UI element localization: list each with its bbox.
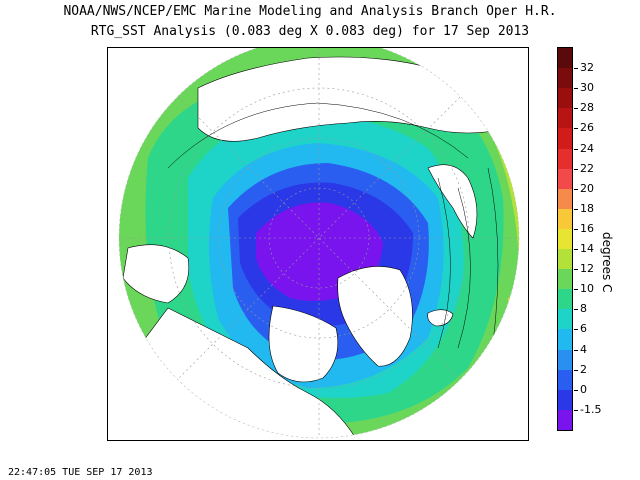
color-scale-label: 14 — [580, 242, 594, 256]
color-scale-tick — [574, 409, 578, 411]
color-scale-label: 20 — [580, 181, 594, 195]
color-swatch — [558, 208, 572, 230]
color-scale-label: 2 — [580, 362, 587, 376]
color-swatch — [558, 249, 572, 270]
color-swatch — [558, 148, 572, 170]
color-scale-label: 4 — [580, 342, 587, 356]
color-scale-tick — [574, 128, 578, 130]
color-scale-label: 10 — [580, 282, 594, 296]
color-scale-label: 26 — [580, 121, 594, 135]
color-scale-tick — [574, 168, 578, 170]
color-swatch — [558, 329, 572, 351]
sst-polar-map — [118, 48, 520, 439]
color-swatch — [558, 389, 572, 411]
scandinavia — [427, 164, 478, 239]
color-scale-label: -1.5 — [580, 402, 602, 416]
color-scale-tick — [574, 329, 578, 331]
color-swatch — [558, 269, 572, 290]
color-swatch — [558, 309, 572, 330]
color-scale-label: 32 — [580, 61, 594, 75]
color-scale-tick — [574, 188, 578, 190]
title-line-2: RTG_SST Analysis (0.083 deg X 0.083 deg)… — [90, 24, 530, 39]
color-scale-tick — [574, 349, 578, 351]
color-scale-tick — [574, 68, 578, 70]
color-swatch — [558, 369, 572, 391]
color-scale-tick — [574, 369, 578, 371]
color-scale-label: 0 — [580, 382, 587, 396]
color-scale-label: 18 — [580, 201, 594, 215]
color-scale-label: 16 — [580, 221, 594, 235]
color-swatch — [558, 128, 572, 149]
graticule — [119, 48, 519, 438]
color-scale-bar — [557, 47, 573, 431]
color-scale-tick — [574, 88, 578, 90]
color-swatch — [558, 289, 572, 310]
title-line-1: NOAA/NWS/NCEP/EMC Marine Modeling and An… — [63, 4, 557, 19]
color-swatch — [558, 349, 572, 371]
color-swatch — [558, 68, 572, 89]
timestamp: 22:47:05 TUE SEP 17 2013 — [8, 467, 153, 478]
color-scale-label: 24 — [580, 141, 594, 155]
color-swatch — [558, 228, 572, 250]
color-scale-tick — [574, 228, 578, 230]
canadian-archipelago — [268, 305, 339, 383]
color-scale-label: 12 — [580, 262, 594, 276]
eurasia-north — [197, 56, 509, 142]
alaska — [122, 244, 190, 304]
color-scale-label: 8 — [580, 302, 587, 316]
color-scale-label: 30 — [580, 81, 594, 95]
color-scale-tick — [574, 289, 578, 291]
color-swatch — [558, 108, 572, 129]
color-swatch — [558, 409, 572, 431]
color-scale-tick — [574, 148, 578, 150]
color-swatch — [558, 168, 572, 190]
ocean-warmer-atlantic — [503, 288, 519, 438]
map-frame — [107, 47, 529, 441]
color-swatch — [558, 188, 572, 210]
color-scale-label: 28 — [580, 101, 594, 115]
color-scale-label: 6 — [580, 322, 587, 336]
color-swatch — [558, 48, 572, 69]
color-swatch — [558, 88, 572, 109]
greenland — [337, 266, 413, 367]
color-scale-tick — [574, 108, 578, 110]
iceland — [427, 309, 454, 327]
color-scale-tick — [574, 269, 578, 271]
color-scale-tick — [574, 389, 578, 391]
color-scale-tick — [574, 208, 578, 210]
color-scale-label: 22 — [580, 161, 594, 175]
color-scale-tick — [574, 309, 578, 311]
color-scale-tick — [574, 249, 578, 251]
units-label: degrees C — [600, 232, 614, 293]
